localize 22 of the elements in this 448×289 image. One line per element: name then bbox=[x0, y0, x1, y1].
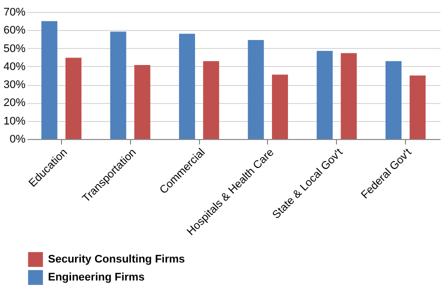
bar bbox=[203, 61, 220, 139]
bar bbox=[340, 53, 357, 139]
bar bbox=[179, 34, 196, 139]
y-tick-label: 60% bbox=[3, 24, 26, 37]
y-tick-label: 50% bbox=[3, 42, 26, 55]
bar bbox=[410, 76, 426, 139]
y-tick-label: 20% bbox=[3, 97, 26, 110]
y-tick-label: 10% bbox=[3, 115, 26, 128]
legend-label: Security Consulting Firms bbox=[48, 254, 185, 266]
y-tick-label: 30% bbox=[3, 79, 26, 92]
y-tick-label: 0% bbox=[10, 134, 26, 146]
bar bbox=[272, 74, 288, 139]
bar bbox=[386, 61, 402, 139]
bar bbox=[134, 64, 150, 139]
bar bbox=[110, 32, 126, 139]
legend-label: Engineering Firms bbox=[48, 272, 145, 284]
y-tick-label: 70% bbox=[3, 6, 26, 18]
bar bbox=[41, 21, 58, 139]
y-tick-label: 40% bbox=[3, 60, 26, 73]
bar bbox=[65, 58, 82, 139]
bar bbox=[316, 50, 333, 139]
bar bbox=[248, 40, 264, 139]
